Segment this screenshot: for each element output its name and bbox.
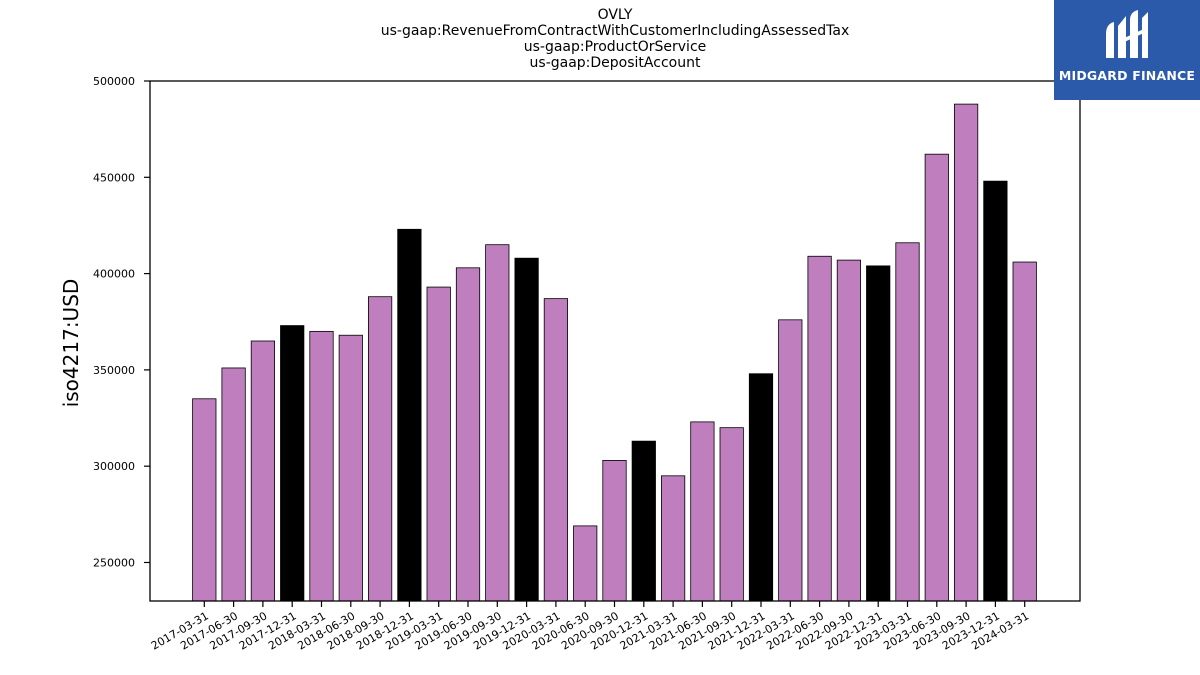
bar-2018-12-31 — [397, 228, 422, 602]
chart-subtitle-line: us-gaap:RevenueFromContractWithCustomerI… — [380, 23, 850, 39]
bar-2023-03-31 — [895, 242, 920, 602]
bar-2018-03-31 — [309, 330, 334, 602]
bar-2020-09-30 — [602, 460, 627, 602]
bar-2023-09-30 — [954, 103, 979, 602]
bar-2024-03-31 — [1012, 261, 1037, 602]
y-tick-label: 400000 — [93, 268, 135, 281]
chart-subtitle-line: us-gaap:ProductOrService — [523, 39, 707, 55]
y-axis-label: iso4217:USD — [59, 279, 83, 408]
bar-2019-12-31 — [514, 257, 539, 602]
y-tick-label: 350000 — [93, 364, 135, 377]
logo-mark-icon — [1106, 10, 1148, 58]
bar-2017-09-30 — [250, 340, 275, 602]
midgard-finance-logo: MIDGARD FINANCE — [1054, 0, 1200, 100]
y-tick-label: 450000 — [93, 171, 135, 184]
x-axis: 2017-03-312017-06-302017-09-302017-12-31… — [149, 601, 1031, 653]
bar-2021-09-30 — [719, 427, 744, 602]
bar-2017-06-30 — [221, 367, 246, 602]
bar-2019-09-30 — [485, 244, 510, 602]
y-tick-label: 250000 — [93, 556, 135, 569]
bar-2020-03-31 — [543, 298, 569, 602]
y-axis: 250000 300000 350000 400000 450000 500000 — [93, 75, 150, 569]
bar-2022-12-31 — [866, 265, 891, 602]
y-tick-label: 500000 — [93, 75, 135, 88]
bar-2019-06-30 — [455, 267, 481, 602]
bar-2022-03-31 — [778, 319, 803, 602]
bar-2020-12-31 — [631, 440, 656, 602]
bar-2017-12-31 — [280, 325, 305, 602]
bar-2023-06-30 — [924, 153, 949, 602]
chart-title-line: OVLY — [597, 7, 633, 23]
bar-2023-12-31 — [983, 180, 1008, 602]
y-tick-label: 300000 — [93, 460, 135, 473]
bar-2018-06-30 — [338, 334, 363, 602]
bar-2021-12-31 — [748, 373, 774, 602]
bar-2021-06-30 — [690, 421, 715, 602]
plot-frame — [149, 80, 1081, 602]
bar-2020-06-30 — [573, 525, 598, 602]
bars-group — [192, 103, 1037, 602]
bar-2018-09-30 — [367, 296, 393, 602]
bar-2019-03-31 — [426, 286, 451, 602]
bar-2017-03-31 — [192, 398, 217, 602]
bar-2022-09-30 — [836, 259, 862, 602]
bar-2021-03-31 — [661, 475, 686, 602]
bar-2022-06-30 — [807, 255, 832, 602]
chart-subtitle-line: us-gaap:DepositAccount — [529, 55, 701, 71]
logo-text: MIDGARD FINANCE — [1058, 68, 1196, 83]
